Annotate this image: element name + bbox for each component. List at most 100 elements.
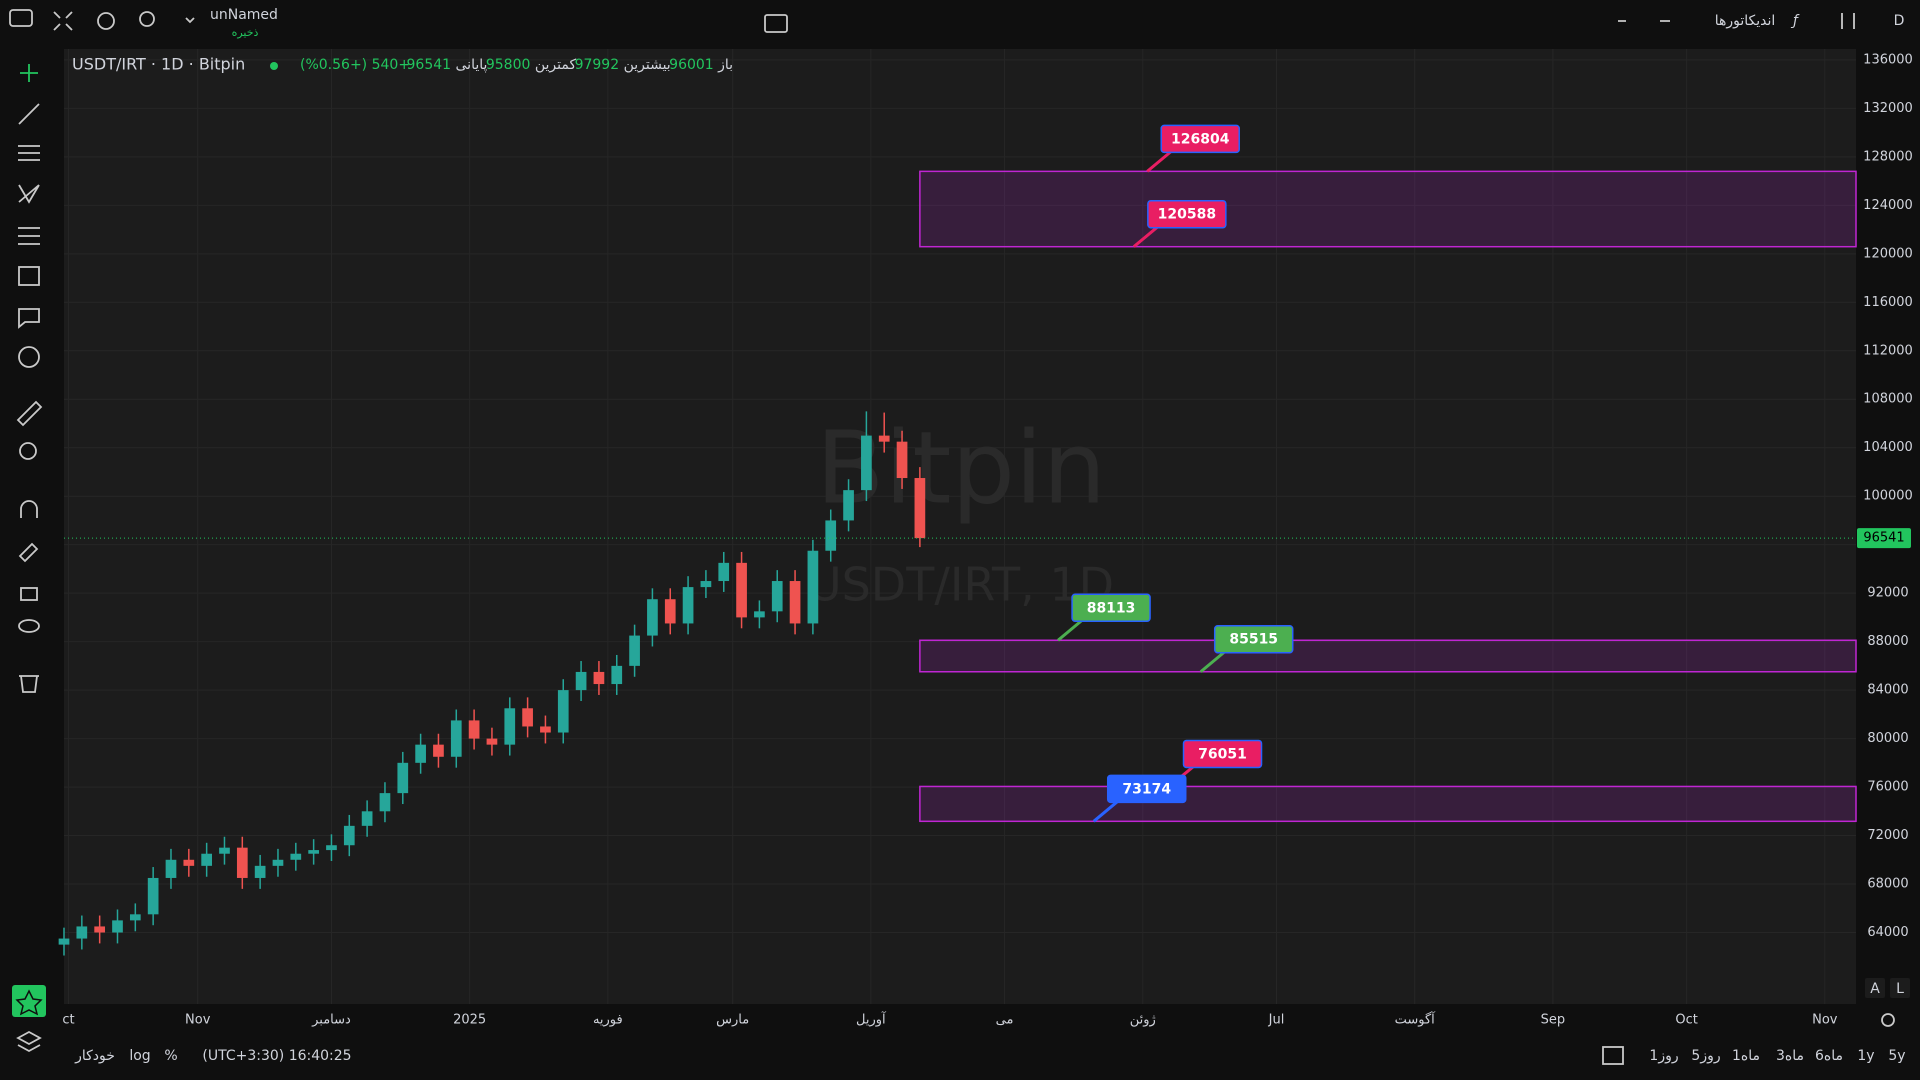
hide-tool[interactable] [18,619,40,633]
candle-body [736,562,747,618]
range-button[interactable]: 1y [1857,1048,1874,1064]
y-tick-label: 112000 [1863,343,1913,358]
ohlc-legend: باز 96001 بیشترین 97992 کمترین 95800 پای… [300,57,733,73]
watermark-sub: USDT/IRT, 1D [808,558,1114,612]
footer: خودکار log % (UTC+3:30) 16:40:25 5y 1y 6ما… [74,1046,1906,1065]
candle-body [468,720,480,739]
y-tick-label: 92000 [1867,586,1908,601]
close-value: 96541 [407,57,452,73]
date-range-button[interactable] [1602,1046,1624,1065]
candle-body [165,859,177,878]
zone-pointer [1092,800,1119,823]
range-button[interactable]: 5y [1888,1048,1905,1064]
log-scale-button[interactable] [1890,978,1910,998]
search-button[interactable] [139,11,155,27]
auto-scale-label[interactable]: A [1870,981,1880,997]
y-tick-label: 124000 [1863,198,1913,213]
last-price-box [1857,528,1911,549]
range-button[interactable]: 1روز [1649,1048,1678,1064]
log-scale-label[interactable]: L [1896,981,1904,997]
ruler-tool[interactable] [16,400,43,427]
auto-button[interactable]: خودکار [74,1048,115,1064]
y-tick-label: 132000 [1863,101,1913,116]
zone-label-box [1106,774,1187,804]
y-tick-label: 104000 [1863,440,1913,455]
line-tool[interactable] [18,103,40,125]
layout-name[interactable]: unNamed [210,7,278,23]
fullscreen-button[interactable] [53,11,73,31]
interval-button[interactable]: D [1894,13,1905,29]
change-value: +540 (+0.56%) [300,57,410,73]
chart-type-button[interactable] [1841,13,1855,29]
settings-button[interactable] [97,12,115,30]
y-tick-label: 120000 [1863,246,1913,261]
open-label: باز [717,57,733,73]
candle-body [504,708,516,745]
zone-label: 126804 [1171,131,1230,147]
channel-tool[interactable] [18,227,40,245]
axis-settings-button[interactable] [1881,1013,1895,1027]
indicators-button[interactable]: اندیکاتورها [1715,13,1776,29]
lock-draw-tool[interactable] [18,542,39,563]
range-button[interactable]: 6ماه [1815,1048,1843,1064]
last-price-label: 96541 [1863,531,1904,546]
plot-area [64,49,1856,1004]
zone-label: 120588 [1158,207,1216,223]
magnet-tool[interactable] [20,500,38,518]
percent-button[interactable]: % [164,1048,177,1064]
auto-scale-button[interactable] [1865,978,1885,998]
candle-body [343,825,355,846]
x-tick-label: Nov [1812,1013,1838,1028]
zone [919,170,1857,248]
x-tick-label: مارس [716,1013,749,1028]
lock-tool[interactable] [20,587,38,601]
candle-body [647,599,658,636]
zone [919,639,1857,673]
candle-body [682,587,694,624]
crosshair-tool[interactable] [20,64,38,82]
zoom-tool[interactable] [19,442,37,460]
top-bar: unNamed ذخیره اندیکاتورها ƒ D [9,7,1905,39]
comment-button[interactable] [764,14,788,33]
layout-dropdown[interactable] [185,17,195,24]
candle-body [718,562,730,582]
candle-body [611,665,623,685]
delete-tool[interactable] [19,675,39,693]
range-button[interactable]: 5روز [1691,1048,1720,1064]
camera-button[interactable] [9,9,33,27]
candle-body [236,847,248,878]
candle-body [861,435,872,491]
candle-body [593,671,605,685]
candle-body [807,550,819,624]
candle-body [575,671,587,691]
low-value: 95800 [486,57,531,73]
candle-body [629,635,640,666]
candle-body [754,611,765,618]
y-tick-label: 136000 [1863,52,1913,67]
range-button[interactable]: 1ماه [1732,1048,1760,1064]
candle-body [112,920,123,933]
close-label: پایانی [456,57,488,73]
text-tool[interactable] [18,308,40,329]
zone-pointer [1057,619,1084,642]
candle-body [700,581,712,588]
candle-body [789,581,801,624]
star-icon [15,989,43,1016]
x-tick-label: فوریه [593,1013,623,1028]
candle-body [397,762,409,794]
save-button[interactable]: ذخیره [232,26,259,39]
candle-body [272,859,284,866]
pattern-tool[interactable] [18,184,40,204]
y-tick-label: 116000 [1863,295,1913,310]
candle-body [664,599,676,624]
shape-tool[interactable] [18,266,40,286]
watchlist-button[interactable] [12,985,46,1017]
fib-tool[interactable] [18,145,40,161]
emoji-tool[interactable] [18,346,40,368]
candle-body [183,859,195,866]
log-button[interactable]: log [129,1048,150,1064]
zone-pointer [1199,650,1226,673]
layers-button[interactable] [16,1030,42,1053]
range-button[interactable]: 3ماه [1776,1048,1804,1064]
